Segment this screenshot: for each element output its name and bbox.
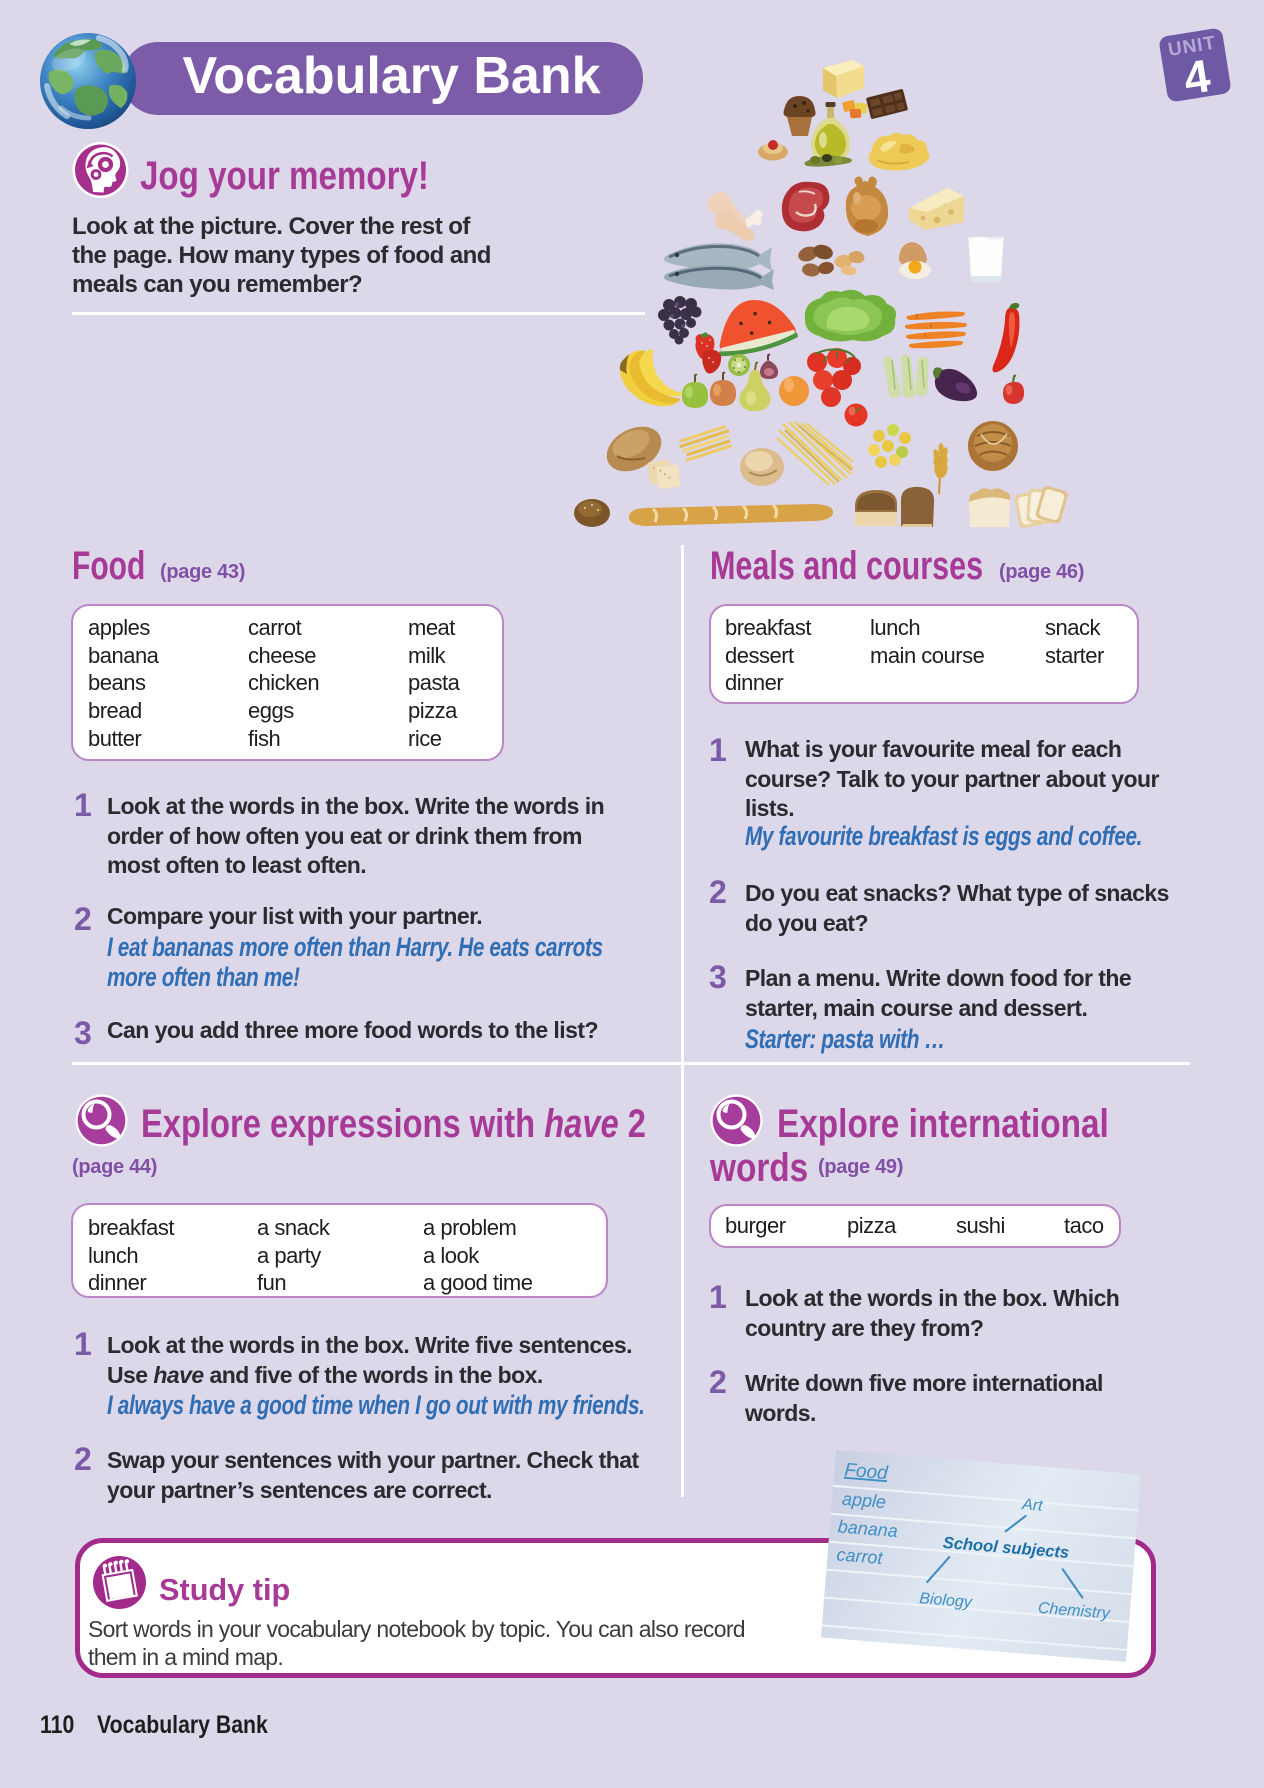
- svg-text:Biology: Biology: [919, 1590, 974, 1611]
- svg-text:carrot: carrot: [836, 1544, 884, 1568]
- svg-text:apple: apple: [841, 1489, 887, 1512]
- svg-text:Food: Food: [844, 1460, 890, 1485]
- svg-text:Chemistry: Chemistry: [1037, 1600, 1111, 1623]
- svg-text:School subjects: School subjects: [942, 1534, 1070, 1562]
- svg-text:Art: Art: [1021, 1496, 1044, 1515]
- svg-text:banana: banana: [837, 1516, 898, 1541]
